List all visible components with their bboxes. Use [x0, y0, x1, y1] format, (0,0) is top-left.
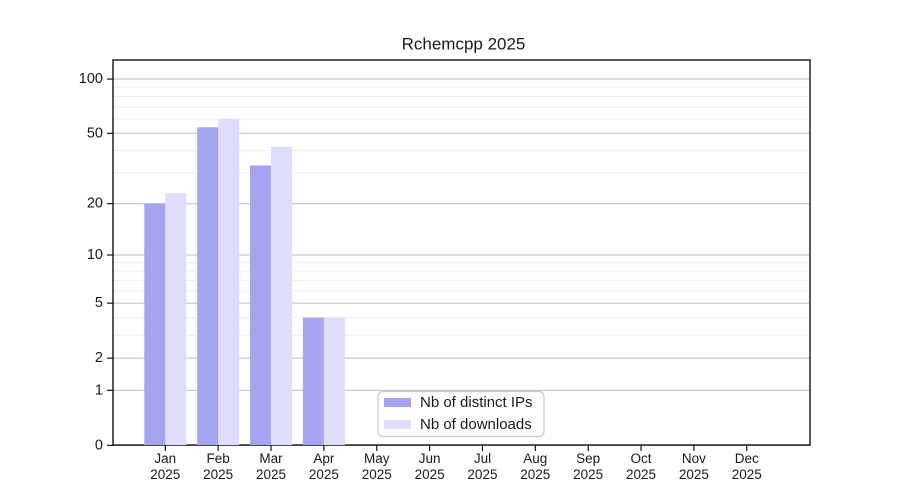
svg-text:Nb of downloads: Nb of downloads	[420, 416, 532, 433]
svg-text:2025: 2025	[150, 467, 180, 482]
svg-text:Sep: Sep	[576, 451, 600, 466]
svg-text:May: May	[364, 451, 390, 466]
svg-text:2025: 2025	[626, 467, 656, 482]
svg-text:2025: 2025	[732, 467, 762, 482]
svg-text:2025: 2025	[679, 467, 709, 482]
svg-text:Nb of distinct IPs: Nb of distinct IPs	[420, 394, 533, 411]
svg-text:2: 2	[95, 350, 103, 366]
svg-text:Jun: Jun	[419, 451, 441, 466]
svg-text:2025: 2025	[573, 467, 603, 482]
svg-text:50: 50	[87, 125, 103, 141]
svg-text:Dec: Dec	[735, 451, 759, 466]
svg-text:Feb: Feb	[207, 451, 230, 466]
svg-text:Jul: Jul	[474, 451, 491, 466]
svg-text:Oct: Oct	[631, 451, 652, 466]
svg-text:2025: 2025	[203, 467, 233, 482]
svg-text:2025: 2025	[256, 467, 286, 482]
svg-text:Nov: Nov	[682, 451, 706, 466]
svg-text:0: 0	[95, 437, 103, 453]
svg-text:1: 1	[95, 382, 103, 398]
svg-text:Apr: Apr	[313, 451, 335, 466]
svg-text:10: 10	[87, 247, 103, 263]
svg-text:100: 100	[79, 71, 103, 87]
svg-text:2025: 2025	[467, 467, 497, 482]
svg-text:Rchemcpp 2025: Rchemcpp 2025	[402, 35, 526, 54]
svg-text:2025: 2025	[362, 467, 392, 482]
svg-text:2025: 2025	[415, 467, 445, 482]
svg-text:5: 5	[95, 295, 103, 311]
svg-text:2025: 2025	[309, 467, 339, 482]
svg-text:Mar: Mar	[259, 451, 283, 466]
svg-text:2025: 2025	[520, 467, 550, 482]
svg-text:20: 20	[87, 196, 103, 212]
svg-text:Jan: Jan	[154, 451, 176, 466]
svg-text:Aug: Aug	[523, 451, 547, 466]
